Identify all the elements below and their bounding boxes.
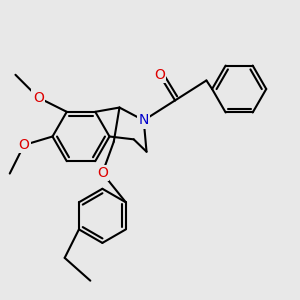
Text: O: O bbox=[19, 138, 29, 152]
Text: O: O bbox=[154, 68, 165, 82]
Text: O: O bbox=[97, 166, 108, 180]
Text: N: N bbox=[139, 113, 149, 128]
Text: O: O bbox=[33, 91, 44, 105]
